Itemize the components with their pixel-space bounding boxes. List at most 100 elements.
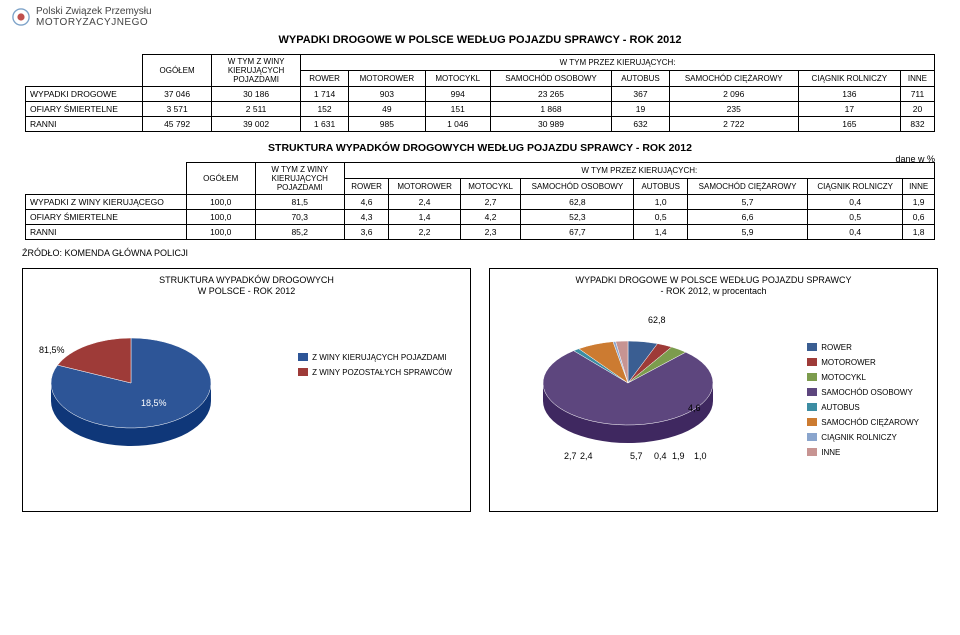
chart-2: WYPADKI DROGOWE W POLSCE WEDŁUG POJAZDU … [489, 268, 938, 512]
cell: 136 [798, 87, 900, 102]
cell: 152 [301, 102, 349, 117]
cell: 2,7 [460, 195, 520, 210]
col-header: AUTOBUS [634, 179, 687, 195]
col-header: INNE [903, 179, 935, 195]
legend-swatch [298, 368, 308, 376]
logo-line2: MOTORYZACYJNEGO [36, 17, 152, 28]
cell: 832 [900, 117, 934, 132]
cell: 632 [612, 117, 669, 132]
legend-swatch [807, 358, 817, 366]
cell: 1,0 [634, 195, 687, 210]
cell: 100,0 [186, 210, 255, 225]
cell: 3,6 [344, 225, 389, 240]
cell: 5,9 [687, 225, 807, 240]
cell: 39 002 [212, 117, 301, 132]
cell: 151 [425, 102, 490, 117]
legend-item: CIĄGNIK ROLNICZY [807, 433, 919, 442]
row-label: WYPADKI DROGOWE [26, 87, 143, 102]
cell: 6,6 [687, 210, 807, 225]
cell: 30 989 [490, 117, 612, 132]
legend-label: ROWER [821, 343, 852, 352]
col-header: MOTOCYKL [425, 71, 490, 87]
legend-label: INNE [821, 448, 840, 457]
legend-label: MOTOROWER [821, 358, 876, 367]
col-header: MOTOROWER [349, 71, 426, 87]
cell: 1 714 [301, 87, 349, 102]
chart1-label-0: 81,5% [39, 345, 65, 355]
col-header: MOTOROWER [389, 179, 460, 195]
c2-l0: 4,6 [688, 403, 701, 413]
cell: 1,4 [634, 225, 687, 240]
col-header: CIĄGNIK ROLNICZY [808, 179, 903, 195]
cell: 985 [349, 117, 426, 132]
chart2-title: WYPADKI DROGOWE W POLSCE WEDŁUG POJAZDU … [498, 275, 929, 297]
legend-swatch [298, 353, 308, 361]
row-label: WYPADKI Z WINY KIERUJĄCEGO [26, 195, 187, 210]
c2-l3: 62,8 [648, 315, 666, 325]
cell: 1,8 [903, 225, 935, 240]
source-label: ŹRÓDŁO: KOMENDA GŁÓWNA POLICJI [22, 248, 960, 258]
legend-item: MOTOCYKL [807, 373, 919, 382]
logo: Polski Związek Przemysłu MOTORYZACYJNEGO [0, 0, 960, 30]
c2-l4: 1,0 [694, 451, 707, 461]
legend-swatch [807, 403, 817, 411]
col-header: SAMOCHÓD CIĘŻAROWY [687, 179, 807, 195]
col-header: SAMOCHÓD OSOBOWY [521, 179, 634, 195]
c2-l2: 2,7 [564, 451, 577, 461]
legend-item: Z WINY POZOSTAŁYCH SPRAWCÓW [298, 368, 452, 377]
legend-swatch [807, 343, 817, 351]
cell: 2,3 [460, 225, 520, 240]
chart2-legend: ROWERMOTOROWERMOTOCYKLSAMOCHÓD OSOBOWYAU… [807, 343, 919, 463]
cell: 0,6 [903, 210, 935, 225]
cell: 2 096 [669, 87, 798, 102]
legend-swatch [807, 448, 817, 456]
col-winy2: W TYM Z WINY KIERUJĄCYCH POJAZDAMI [255, 163, 344, 195]
cell: 100,0 [186, 225, 255, 240]
pie-chart-1 [31, 303, 231, 473]
cell: 4,2 [460, 210, 520, 225]
cell: 4,3 [344, 210, 389, 225]
cell: 165 [798, 117, 900, 132]
cell: 5,7 [687, 195, 807, 210]
page-title: WYPADKI DROGOWE W POLSCE WEDŁUG POJAZDU … [0, 34, 960, 46]
cell: 70,3 [255, 210, 344, 225]
cell: 23 265 [490, 87, 612, 102]
legend-label: CIĄGNIK ROLNICZY [821, 433, 897, 442]
col-header: ROWER [301, 71, 349, 87]
logo-line1: Polski Związek Przemysłu [36, 6, 152, 17]
legend-label: SAMOCHÓD CIĘŻAROWY [821, 418, 919, 427]
legend-label: Z WINY POZOSTAŁYCH SPRAWCÓW [312, 368, 452, 377]
cell: 711 [900, 87, 934, 102]
cell: 100,0 [186, 195, 255, 210]
col-group2: W TYM PRZEZ KIERUJĄCYCH: [344, 163, 934, 179]
cell: 85,2 [255, 225, 344, 240]
legend-item: INNE [807, 448, 919, 457]
row-label: RANNI [26, 117, 143, 132]
col-winy: W TYM Z WINY KIERUJĄCYCH POJAZDAMI [212, 55, 301, 87]
legend-item: ROWER [807, 343, 919, 352]
legend-swatch [807, 418, 817, 426]
cell: 903 [349, 87, 426, 102]
legend-swatch [807, 433, 817, 441]
cell: 1 631 [301, 117, 349, 132]
cell: 1,9 [903, 195, 935, 210]
cell: 49 [349, 102, 426, 117]
cell: 52,3 [521, 210, 634, 225]
chart-1: STRUKTURA WYPADKÓW DROGOWYCH W POLSCE - … [22, 268, 471, 512]
legend-item: MOTOROWER [807, 358, 919, 367]
cell: 19 [612, 102, 669, 117]
c2-l6: 0,4 [654, 451, 667, 461]
col-ogolem: OGÓŁEM [143, 55, 212, 87]
cell: 67,7 [521, 225, 634, 240]
col-header: SAMOCHÓD OSOBOWY [490, 71, 612, 87]
legend-label: SAMOCHÓD OSOBOWY [821, 388, 913, 397]
row-label: OFIARY ŚMIERTELNE [26, 102, 143, 117]
cell: 2,2 [389, 225, 460, 240]
legend-label: Z WINY KIERUJĄCYCH POJAZDAMI [312, 353, 447, 362]
col-header: INNE [900, 71, 934, 87]
cell: 994 [425, 87, 490, 102]
chart1-legend: Z WINY KIERUJĄCYCH POJAZDAMI Z WINY POZOS… [298, 353, 452, 383]
cell: 1,4 [389, 210, 460, 225]
row-label: OFIARY ŚMIERTELNE [26, 210, 187, 225]
cell: 3 571 [143, 102, 212, 117]
